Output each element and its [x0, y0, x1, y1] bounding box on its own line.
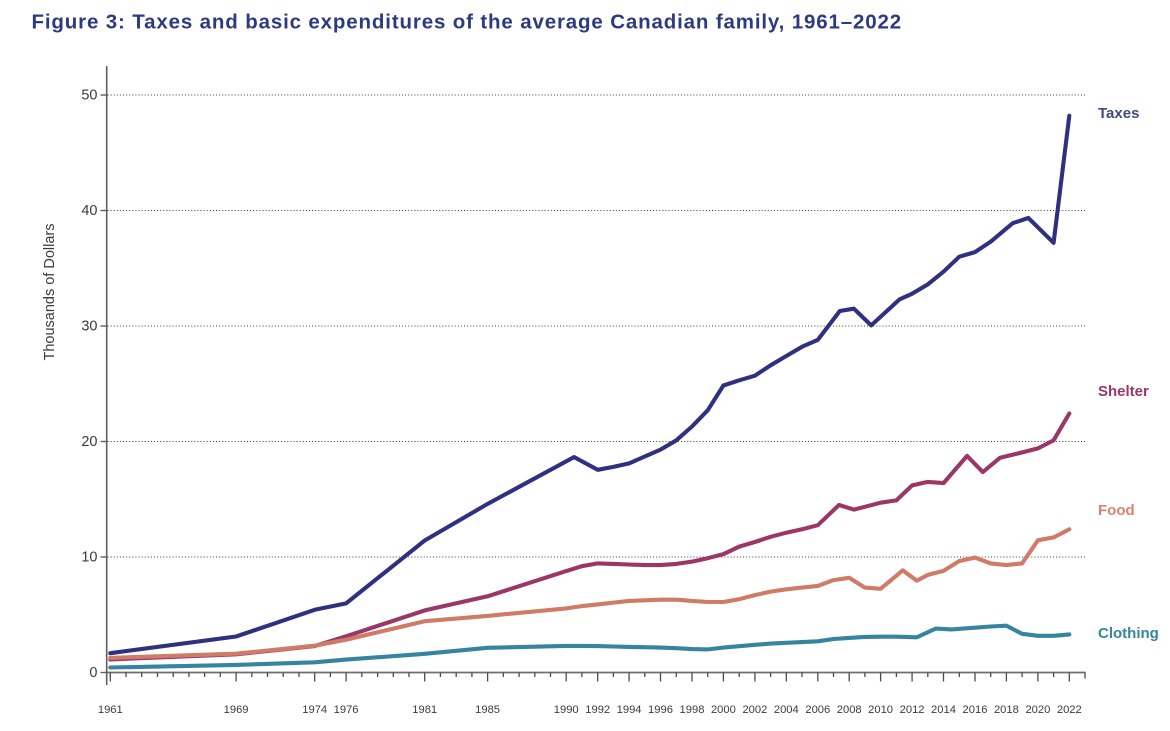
svg-text:1981: 1981 [412, 704, 437, 716]
svg-text:1961: 1961 [98, 704, 123, 716]
svg-text:2014: 2014 [931, 704, 956, 716]
svg-text:Figure 3: Taxes and basic expe: Figure 3: Taxes and basic expenditures o… [32, 11, 903, 34]
svg-text:30: 30 [81, 319, 97, 335]
svg-text:1990: 1990 [554, 704, 579, 716]
svg-text:2006: 2006 [805, 704, 830, 716]
svg-text:2012: 2012 [900, 704, 925, 716]
svg-text:1998: 1998 [680, 704, 705, 716]
svg-text:20: 20 [81, 434, 97, 450]
svg-text:1969: 1969 [224, 704, 249, 716]
svg-text:10: 10 [81, 550, 97, 566]
svg-text:Clothing: Clothing [1098, 625, 1159, 642]
svg-text:2016: 2016 [963, 704, 988, 716]
svg-text:1992: 1992 [585, 704, 610, 716]
svg-text:2020: 2020 [1025, 704, 1050, 716]
svg-text:Food: Food [1098, 502, 1135, 519]
svg-text:40: 40 [81, 203, 97, 219]
svg-text:Thousands of Dollars: Thousands of Dollars [42, 223, 58, 360]
svg-text:2022: 2022 [1057, 704, 1082, 716]
svg-text:2018: 2018 [994, 704, 1019, 716]
svg-text:1976: 1976 [334, 704, 359, 716]
svg-text:0: 0 [89, 665, 97, 681]
svg-text:2010: 2010 [868, 704, 893, 716]
svg-text:2008: 2008 [837, 704, 862, 716]
svg-text:2004: 2004 [774, 704, 799, 716]
svg-text:1996: 1996 [648, 704, 673, 716]
svg-text:Taxes: Taxes [1098, 105, 1139, 122]
svg-text:2000: 2000 [711, 704, 736, 716]
svg-text:1994: 1994 [617, 704, 642, 716]
svg-text:50: 50 [81, 88, 97, 104]
svg-text:Shelter: Shelter [1098, 383, 1149, 400]
svg-text:1985: 1985 [475, 704, 500, 716]
svg-text:2002: 2002 [742, 704, 767, 716]
svg-text:1974: 1974 [302, 704, 327, 716]
